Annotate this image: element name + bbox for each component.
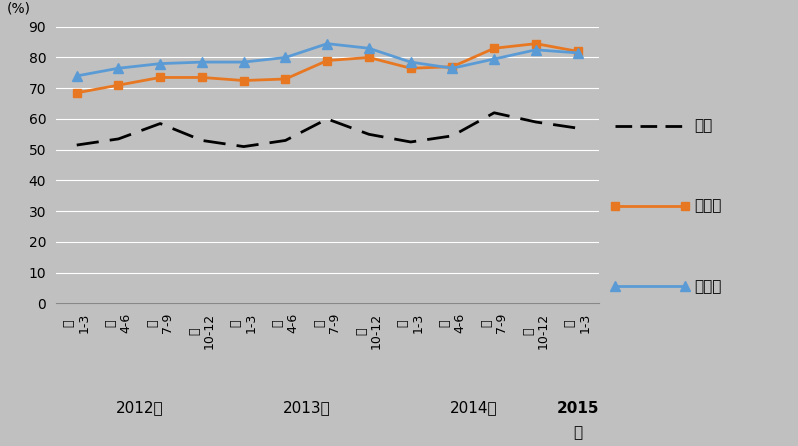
全体 (364, 132, 373, 137)
Line: 東京都: 東京都 (72, 39, 583, 81)
Text: 2014年: 2014年 (449, 401, 497, 416)
全体 (322, 116, 332, 122)
全体 (406, 139, 416, 145)
Text: 大阪府: 大阪府 (694, 198, 721, 214)
Text: (%): (%) (7, 2, 31, 16)
Line: 全体: 全体 (77, 113, 578, 147)
全体 (448, 133, 457, 139)
大阪府 (322, 58, 332, 63)
大阪府 (364, 55, 373, 60)
大阪府 (197, 75, 207, 80)
全体 (489, 110, 499, 116)
Text: 2013年: 2013年 (282, 401, 330, 416)
全体 (113, 136, 123, 141)
Text: 年: 年 (573, 425, 583, 441)
東京都 (113, 66, 123, 71)
東京都 (448, 66, 457, 71)
全体 (72, 142, 81, 148)
東京都 (531, 47, 541, 53)
東京都 (156, 61, 165, 66)
大阪府 (156, 75, 165, 80)
大阪府 (72, 90, 81, 95)
大阪府 (448, 64, 457, 70)
大阪府 (239, 78, 248, 83)
Line: 大阪府: 大阪府 (73, 40, 582, 97)
東京都 (406, 59, 416, 65)
大阪府 (281, 76, 290, 82)
東京都 (489, 56, 499, 62)
大阪府 (489, 45, 499, 51)
東京都 (364, 45, 373, 51)
大阪府 (406, 66, 416, 71)
Text: 全体: 全体 (694, 118, 713, 133)
Text: 東京都: 東京都 (694, 279, 721, 294)
東京都 (72, 73, 81, 78)
全体 (281, 138, 290, 143)
Text: 2015: 2015 (556, 401, 598, 416)
東京都 (281, 55, 290, 60)
大阪府 (113, 83, 123, 88)
東京都 (322, 41, 332, 46)
東京都 (573, 50, 583, 56)
大阪府 (573, 49, 583, 54)
東京都 (239, 59, 248, 65)
大阪府 (531, 41, 541, 46)
Text: 2012年: 2012年 (116, 401, 163, 416)
全体 (197, 138, 207, 143)
全体 (156, 121, 165, 126)
全体 (531, 120, 541, 125)
東京都 (197, 59, 207, 65)
全体 (239, 144, 248, 149)
全体 (573, 125, 583, 131)
